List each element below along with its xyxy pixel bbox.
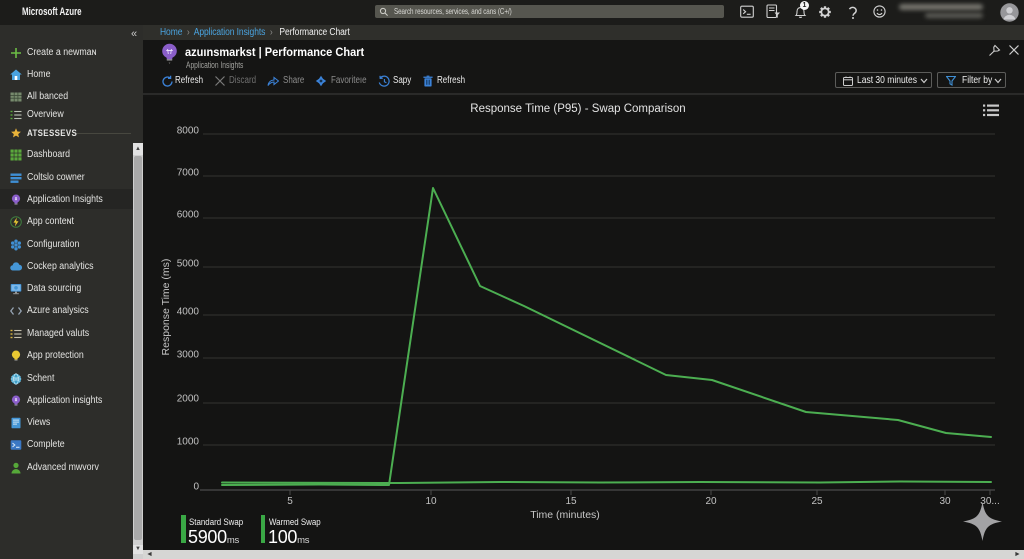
- svg-text:10: 10: [425, 496, 437, 507]
- svg-text:0: 0: [193, 482, 199, 493]
- svg-text:7000: 7000: [177, 168, 200, 179]
- svg-text:Time (minutes): Time (minutes): [530, 509, 600, 521]
- svg-text:15: 15: [565, 496, 577, 507]
- svg-text:Response Time (ms): Response Time (ms): [160, 259, 172, 356]
- svg-text:1000: 1000: [177, 437, 200, 448]
- svg-text:20: 20: [705, 496, 717, 507]
- svg-text:5: 5: [287, 496, 293, 507]
- svg-text:5000: 5000: [177, 259, 200, 270]
- svg-text:25: 25: [811, 496, 823, 507]
- svg-text:2000: 2000: [177, 394, 200, 405]
- svg-text:3000: 3000: [177, 350, 200, 361]
- svg-text:30: 30: [939, 496, 951, 507]
- svg-text:4000: 4000: [177, 307, 200, 318]
- svg-text:8000: 8000: [177, 126, 200, 137]
- svg-text:6000: 6000: [177, 210, 200, 221]
- svg-text:30...: 30...: [980, 496, 999, 507]
